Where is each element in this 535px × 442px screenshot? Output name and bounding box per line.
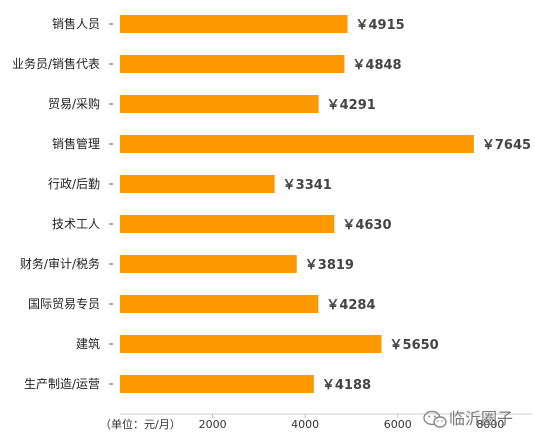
bar (120, 15, 348, 33)
value-label: ￥4630 (342, 218, 391, 233)
x-axis-ticks: 2000 4000 6000 8000 (199, 414, 504, 431)
bar (120, 135, 474, 153)
category-label: 国际贸易专员 (28, 296, 100, 311)
x-tick-label: 8000 (476, 418, 504, 431)
value-label: ￥3341 (283, 178, 332, 193)
value-label: ￥3819 (305, 258, 354, 273)
value-label: ￥4848 (352, 58, 401, 73)
value-label: ￥7645 (482, 138, 531, 153)
x-axis-unit-label: （单位：元/月） (100, 417, 181, 431)
bar (120, 375, 314, 393)
value-label: ￥4188 (322, 378, 371, 393)
value-label: ￥4291 (327, 98, 376, 113)
category-label: 技术工人 (52, 217, 100, 231)
watermark: 临沂圈子 (423, 409, 513, 428)
category-label: 销售管理 (52, 136, 100, 151)
category-label: 销售人员 (52, 16, 100, 31)
bar (120, 215, 335, 233)
x-tick-label: 6000 (384, 418, 412, 431)
category-label: 行政/后勤 (48, 177, 100, 191)
value-label: ￥4915 (356, 18, 405, 33)
bar (120, 255, 297, 273)
x-tick-label: 2000 (199, 418, 227, 431)
category-label: 业务员/销售代表 (12, 56, 100, 71)
category-label: 贸易/采购 (48, 96, 100, 111)
x-axis: （单位：元/月） (100, 413, 532, 431)
bar (120, 55, 345, 73)
value-label: ￥4284 (326, 298, 375, 313)
bars-layer: 销售人员 ￥4915 业务员/销售代表 ￥4848 贸易/采购 ￥4291 销售管理 ￥764… (12, 15, 531, 393)
value-label: ￥5650 (390, 338, 439, 353)
category-label: 建筑 (76, 336, 100, 351)
watermark-text: 临沂圈子 (449, 409, 513, 428)
bar (120, 95, 319, 113)
bar (120, 175, 275, 193)
x-tick-label: 4000 (291, 418, 319, 431)
category-label: 生产制造/运营 (24, 377, 100, 391)
category-label: 财务/审计/税务 (20, 256, 100, 271)
wechat-icon (423, 410, 447, 428)
bar (120, 335, 382, 353)
bar (120, 295, 319, 313)
